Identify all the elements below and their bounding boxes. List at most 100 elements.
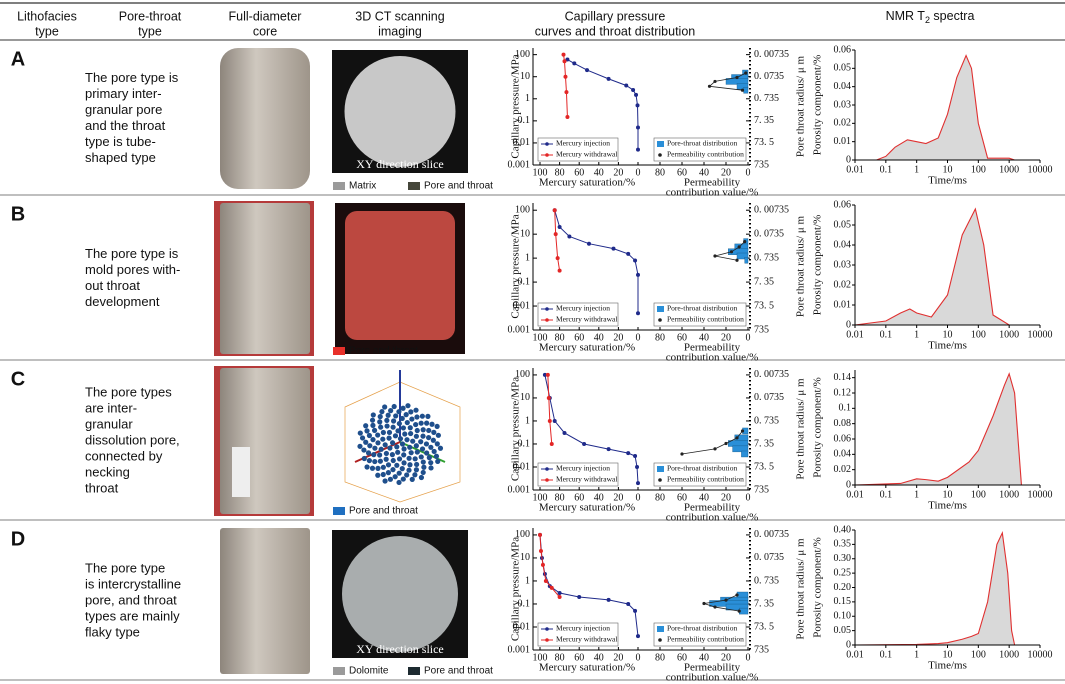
withdrawal-point [538, 532, 542, 537]
legend-label: Matrix [349, 181, 376, 192]
ct-particle [361, 455, 367, 462]
ct-particle [384, 417, 390, 423]
y-axis-label: Porosity component/% [812, 377, 824, 478]
ct-particle [428, 465, 434, 471]
ct-particle [413, 421, 419, 428]
y-axis-label: Capillary pressure/MPa [510, 537, 522, 641]
description: The pore type [85, 560, 165, 575]
description: The pore type is [85, 246, 179, 261]
withdrawal-point [553, 232, 558, 237]
ct-particle [423, 441, 430, 447]
y-tick-label: 100 [515, 49, 530, 60]
ct-particle [414, 461, 420, 468]
x-tick-label: 60 [574, 652, 584, 663]
ct-particle [396, 479, 402, 486]
injection-point [636, 481, 640, 486]
legend-swatch [657, 466, 664, 472]
ct-particle [418, 454, 424, 460]
x-tick-label: 0.01 [846, 164, 864, 175]
legend-label: Pore and throat [424, 181, 493, 192]
legend-marker [658, 153, 662, 157]
injection-point [542, 372, 547, 377]
injection-point [582, 441, 587, 446]
y2-tick-label: 0. 735 [754, 252, 779, 263]
x-tick-label: 40 [594, 332, 604, 343]
y-tick-label: 0.30 [834, 553, 852, 564]
y2-tick-label: 73. 5 [754, 300, 774, 311]
injection-point [626, 601, 631, 606]
y-tick-label: 100 [515, 205, 530, 216]
column-header: NMR T2 spectra [886, 9, 975, 25]
withdrawal-point [543, 578, 548, 583]
withdrawal-point [547, 418, 552, 423]
x-axis-label: Permeability [684, 342, 741, 354]
nmr-line [854, 530, 1040, 646]
withdrawal-point [563, 74, 568, 79]
injection-point [636, 125, 640, 130]
legend-label: Mercury injection [556, 464, 610, 473]
ct-particle [400, 405, 406, 411]
injection-point [635, 464, 640, 469]
ct-particle [413, 443, 419, 449]
ct-particle [359, 435, 366, 441]
ct-particle [408, 430, 414, 437]
x-tick-label: 0.1 [880, 164, 893, 175]
y2-tick-label: 73. 5 [754, 137, 774, 148]
ct-particle [425, 413, 431, 420]
ct-particle [404, 419, 410, 426]
y2-tick-label: 0. 00735 [754, 205, 789, 216]
x-tick-label: 40 [699, 652, 709, 663]
x-tick-label: 20 [613, 167, 623, 178]
ct-particle [361, 447, 367, 453]
x-tick-label: 1000 [999, 489, 1019, 500]
ct-particle [409, 416, 415, 422]
ct-particle [386, 435, 392, 441]
y2-axis-label: Pore throat radius/ μ m [795, 538, 807, 640]
legend-box [537, 462, 619, 487]
ct-particle [380, 436, 386, 442]
y-tick-label: 0 [846, 154, 851, 165]
y2-tick-label: 73. 5 [754, 621, 774, 632]
x-tick-label: 0 [636, 492, 641, 503]
column-header: imaging [378, 24, 422, 38]
legend-swatch [333, 347, 345, 355]
description: throat [85, 480, 119, 495]
ct-axis [399, 441, 446, 463]
ct-particle [397, 436, 404, 442]
ct-particle [408, 450, 414, 456]
injection-point [636, 311, 640, 316]
x-tick-label: 20 [613, 492, 623, 503]
y-tick-label: 0.14 [834, 372, 852, 383]
y2-tick-label: 7. 35 [754, 438, 774, 449]
injection-curve [554, 210, 639, 314]
injection-curve [539, 534, 639, 637]
x-tick-label: 0 [746, 167, 751, 178]
x-axis-label: contribution value/% [666, 352, 759, 364]
injection-point [557, 590, 562, 595]
legend-marker [545, 478, 549, 482]
withdrawal-curve [539, 534, 560, 598]
ct-particle [399, 441, 406, 447]
x-axis-label: Time/ms [928, 175, 967, 187]
ct-particle [369, 465, 376, 471]
x-tick-label: 1000 [999, 329, 1019, 340]
x-axis-label: contribution value/% [666, 187, 759, 199]
y-tick-label: 0.05 [834, 63, 852, 74]
ct-particle [369, 417, 376, 423]
ct-particle [413, 433, 419, 439]
nmr-area [855, 55, 1040, 160]
withdrawal-curve [547, 374, 553, 445]
injection-point [626, 451, 631, 456]
x-tick-label: 80 [555, 652, 565, 663]
row-label: C [11, 368, 25, 390]
ct-slice [342, 536, 458, 652]
y-tick-label: 1 [525, 575, 530, 586]
ct-particle [428, 460, 434, 466]
legend-marker [545, 627, 549, 631]
ct-particle [414, 427, 420, 434]
ct-particle [421, 464, 427, 470]
ct-particle [366, 457, 372, 464]
ct-particle [388, 408, 394, 414]
y-tick-label: 0.1 [518, 438, 531, 449]
y-tick-label: 0.10 [834, 611, 852, 622]
